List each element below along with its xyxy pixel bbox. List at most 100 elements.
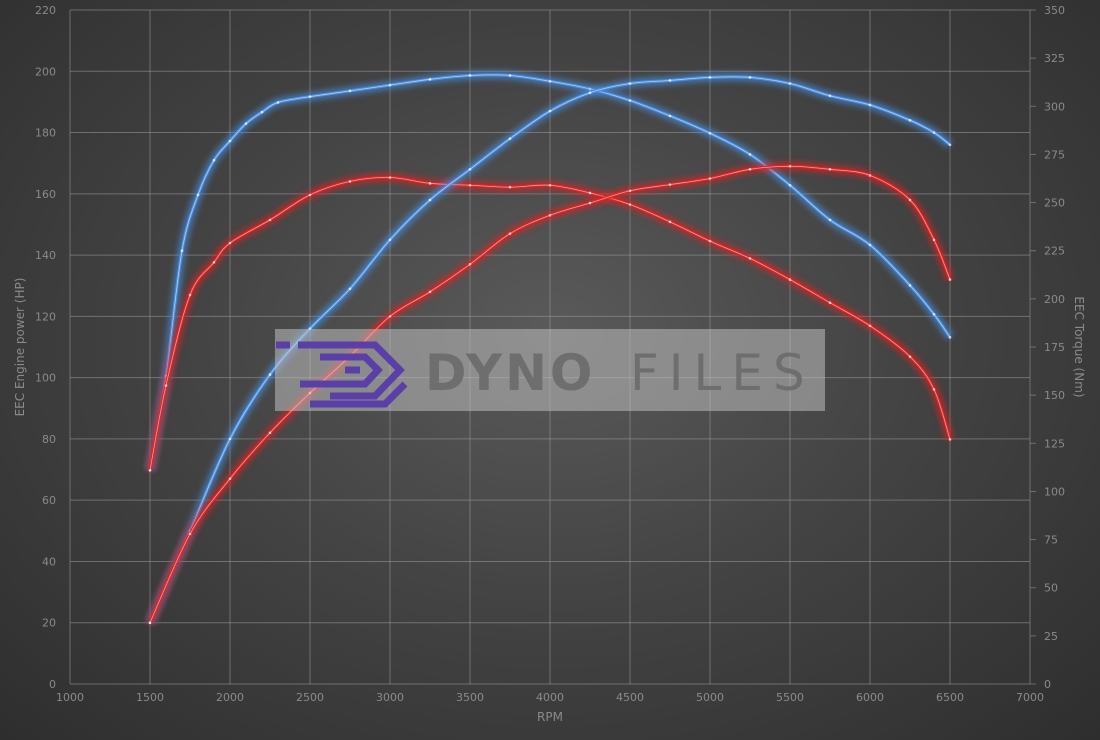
data-point [428, 182, 432, 185]
x-tick-label: 4000 [536, 691, 564, 704]
y-right-tick-label: 0 [1044, 678, 1051, 691]
data-point [588, 201, 592, 205]
data-point [468, 74, 472, 77]
y-right-tick-label: 75 [1044, 534, 1058, 547]
data-point [308, 193, 312, 197]
y-left-tick-label: 220 [35, 4, 56, 17]
data-point [276, 101, 280, 104]
y-left-tick-label: 0 [49, 678, 56, 691]
data-point [508, 185, 512, 189]
y-right-tick-label: 225 [1044, 245, 1065, 258]
series-1-stock-torque [145, 172, 955, 472]
y-left-tick-label: 200 [35, 65, 56, 78]
y-left-tick-label: 120 [35, 310, 56, 323]
data-point [868, 243, 872, 247]
y-left-tick-label: 20 [42, 617, 56, 630]
y-right-tick-label: 325 [1044, 52, 1065, 65]
data-point [468, 183, 472, 187]
x-axis-label: RPM [537, 710, 563, 724]
y-right-tick-label: 50 [1044, 582, 1058, 595]
data-point [388, 83, 392, 87]
data-point [668, 114, 672, 118]
data-point [628, 82, 632, 85]
data-point [348, 287, 352, 291]
data-point [628, 99, 632, 102]
data-point [588, 191, 592, 195]
x-tick-label: 3000 [376, 691, 404, 704]
data-point [748, 257, 752, 260]
y-left-tick-label: 100 [35, 372, 56, 385]
data-point [708, 239, 712, 243]
y-right-tick-label: 175 [1044, 341, 1065, 354]
data-point [548, 109, 552, 113]
data-point [708, 76, 712, 79]
y-left-tick-label: 80 [42, 433, 56, 446]
data-point [908, 118, 912, 122]
y-axis-right-label: EEC Torque (Nm) [1072, 296, 1086, 397]
data-point [948, 336, 952, 339]
data-point [508, 137, 512, 140]
y-right-tick-label: 250 [1044, 197, 1065, 210]
data-point [348, 180, 352, 183]
data-point [828, 218, 832, 222]
data-point [948, 438, 952, 441]
data-point [868, 174, 872, 177]
y-right-tick-label: 350 [1044, 4, 1065, 17]
data-point [508, 232, 512, 235]
data-point [628, 203, 632, 206]
data-point [788, 164, 792, 168]
data-point [668, 183, 672, 186]
watermark-text-light: FILES [630, 344, 815, 402]
y-axis-left-label: EEC Engine power (HP) [13, 278, 27, 417]
x-tick-label: 2000 [216, 691, 244, 704]
watermark-text-bold: DYNO [425, 344, 595, 402]
data-point [932, 388, 936, 391]
data-point [388, 176, 392, 179]
data-point [788, 183, 792, 187]
data-point [668, 220, 672, 224]
data-point [868, 324, 872, 328]
y-right-tick-label: 150 [1044, 389, 1065, 402]
data-point [228, 139, 232, 143]
data-point [348, 89, 352, 93]
series-2-tuned-power [145, 72, 953, 625]
data-point [748, 153, 752, 156]
data-point [548, 79, 552, 83]
y-right-tick-label: 25 [1044, 630, 1058, 643]
data-point [196, 193, 200, 197]
x-tick-label: 3500 [456, 691, 484, 704]
tick-labels: 1000 1500 2000 2500 3000 3500 4000 4500 5000 5500… [35, 4, 1065, 704]
data-point [228, 241, 232, 245]
data-point [548, 183, 552, 187]
x-tick-label: 4500 [616, 691, 644, 704]
data-point [932, 131, 936, 134]
data-point [508, 74, 512, 77]
data-point [748, 76, 752, 79]
y-right-tick-label: 125 [1044, 437, 1065, 450]
data-point [628, 189, 632, 193]
data-point [268, 431, 272, 435]
data-point [268, 218, 272, 222]
y-left-tick-label: 40 [42, 555, 56, 568]
data-point [268, 373, 272, 376]
data-point [588, 91, 592, 95]
data-point [932, 238, 936, 242]
data-point [908, 198, 912, 202]
x-tick-label: 6500 [936, 691, 964, 704]
y-right-tick-label: 300 [1044, 100, 1065, 113]
data-point [180, 249, 184, 253]
data-point [932, 312, 936, 316]
data-point [948, 143, 952, 147]
data-point [828, 94, 832, 98]
dynofiles-logo-icon [276, 341, 408, 408]
data-point [388, 315, 392, 318]
data-point [228, 437, 232, 441]
grid [69, 9, 1036, 685]
data-point [468, 168, 472, 171]
data-point [164, 384, 168, 387]
data-point [548, 213, 552, 217]
data-point [148, 621, 152, 625]
y-left-tick-label: 60 [42, 494, 56, 507]
data-point [468, 262, 472, 266]
